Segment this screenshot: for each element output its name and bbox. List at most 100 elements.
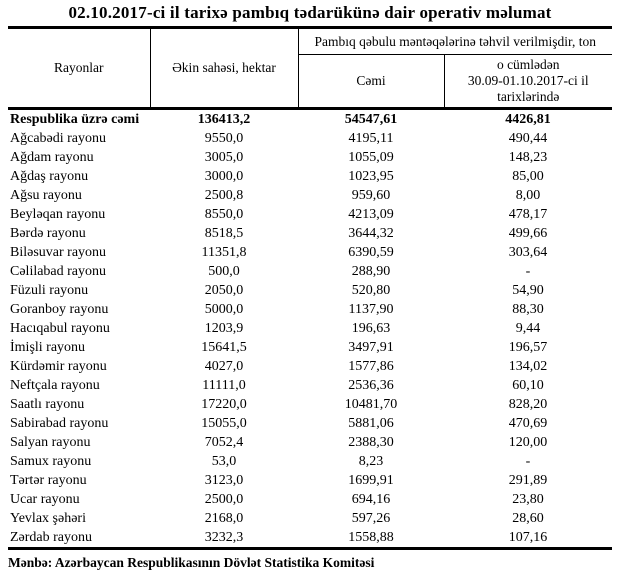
delivered-total-cell: 3644,32 [348, 226, 394, 241]
table-row: Beyləqan rayonu 8550,0 4213,09 478,17 [8, 205, 612, 224]
cotton-statistics-table: Rayonlar Əkin sahəsi, hektar Pambıq qəbu… [8, 26, 612, 550]
district-name-cell: Cəlilabad rayonu [10, 264, 107, 279]
table-row: Cəlilabad rayonu 500,0 288,90 - [8, 262, 612, 281]
sown-area-cell: 5000,0 [204, 302, 244, 317]
delivered-total-cell: 1137,90 [348, 302, 394, 317]
table-row: Goranboy rayonu 5000,0 1137,90 88,30 [8, 300, 612, 319]
district-name-cell: Bərdə rayonu [10, 226, 86, 241]
delivered-recent-cell: 28,60 [512, 511, 544, 526]
delivered-total-cell: 4195,11 [348, 131, 394, 146]
delivered-total-cell: 5881,06 [348, 416, 394, 431]
table-row: Sabirabad rayonu 15055,0 5881,06 470,69 [8, 414, 612, 433]
sown-area-cell: 8518,5 [204, 226, 244, 241]
delivered-total-cell: 2388,30 [348, 435, 394, 450]
district-name-cell: Füzuli rayonu [10, 283, 89, 298]
delivered-total-cell: 6390,59 [348, 245, 394, 260]
table-row: Tərtər rayonu 3123,0 1699,91 291,89 [8, 471, 612, 490]
delivered-total-cell: 1699,91 [348, 473, 394, 488]
delivered-total-cell: 8,23 [358, 454, 384, 469]
delivered-total-cell: 597,26 [351, 511, 391, 526]
delivered-recent-cell: 470,69 [508, 416, 548, 431]
sown-area-cell: 17220,0 [201, 397, 247, 412]
sown-area-cell: 11351,8 [201, 245, 247, 260]
district-name-cell: Ağdaş rayonu [10, 169, 89, 184]
table-row: Zərdab rayonu 3232,3 1558,88 107,16 [8, 528, 612, 549]
delivered-recent-cell: 291,89 [508, 473, 548, 488]
table-row: Ağdaş rayonu 3000,0 1023,95 85,00 [8, 167, 612, 186]
sown-area-cell: 3005,0 [204, 150, 244, 165]
sown-area-cell: 136413,2 [197, 112, 251, 127]
table-row: Biləsuvar rayonu 11351,8 6390,59 303,64 [8, 243, 612, 262]
district-name-cell: Ağdam rayonu [10, 150, 94, 165]
table-row: Neftçala rayonu 11111,0 2536,36 60,10 [8, 376, 612, 395]
delivered-recent-cell: 23,80 [512, 492, 544, 507]
delivered-recent-cell: 88,30 [512, 302, 544, 317]
sown-area-cell: 3123,0 [204, 473, 244, 488]
sown-area-cell: 4027,0 [204, 359, 244, 374]
delivered-recent-cell: 828,20 [508, 397, 548, 412]
district-name-cell: Ağsu rayonu [10, 188, 82, 203]
district-name-cell: Hacıqabul rayonu [10, 321, 110, 336]
delivered-total-cell: 3497,91 [348, 340, 394, 355]
sown-area-cell: 9550,0 [204, 131, 244, 146]
delivered-recent-cell: 196,57 [508, 340, 548, 355]
district-name-cell: Samux rayonu [10, 454, 92, 469]
delivered-recent-cell: 120,00 [508, 435, 548, 450]
table-row: İmişli rayonu 15641,5 3497,91 196,57 [8, 338, 612, 357]
district-name-cell: Sabirabad rayonu [10, 416, 109, 431]
sown-area-cell: 15055,0 [201, 416, 247, 431]
table-row: Ucar rayonu 2500,0 694,16 23,80 [8, 490, 612, 509]
district-name-cell: Goranboy rayonu [10, 302, 109, 317]
sown-area-cell: 3000,0 [204, 169, 244, 184]
delivered-recent-cell: 499,66 [508, 226, 548, 241]
column-header-ekin-sahesi: Əkin sahəsi, hektar [150, 27, 299, 109]
district-name-cell: Ucar rayonu [10, 492, 80, 507]
delivered-recent-cell: 85,00 [512, 169, 544, 184]
source-note: Mənbə: Azərbaycan Respublikasının Dövlət… [8, 555, 375, 570]
delivered-recent-cell: 148,23 [508, 150, 548, 165]
sown-area-cell: 53,0 [211, 454, 237, 469]
table-row: Samux rayonu 53,0 8,23 - [8, 452, 612, 471]
delivered-total-cell: 1055,09 [348, 150, 394, 165]
column-header-rayonlar: Rayonlar [8, 27, 151, 109]
district-name-cell: Salyan rayonu [10, 435, 91, 450]
delivered-total-cell: 959,60 [351, 188, 391, 203]
table-row: Kürdəmir rayonu 4027,0 1577,86 134,02 [8, 357, 612, 376]
delivered-total-cell: 288,90 [351, 264, 391, 279]
table-row: Ağdam rayonu 3005,0 1055,09 148,23 [8, 148, 612, 167]
table-row: Salyan rayonu 7052,4 2388,30 120,00 [8, 433, 612, 452]
district-name-cell: Tərtər rayonu [10, 473, 87, 488]
table-row: Füzuli rayonu 2050,0 520,80 54,90 [8, 281, 612, 300]
delivered-total-cell: 1558,88 [348, 530, 394, 545]
district-name-cell: İmişli rayonu [10, 340, 86, 355]
delivered-total-cell: 520,80 [351, 283, 391, 298]
delivered-recent-cell: - [525, 454, 531, 469]
delivered-total-cell: 1023,95 [348, 169, 394, 184]
delivered-recent-cell: - [525, 264, 531, 279]
delivered-recent-cell: 54,90 [512, 283, 544, 298]
district-name-cell: Saatlı rayonu [10, 397, 85, 412]
sown-area-cell: 3232,3 [204, 530, 244, 545]
district-name-cell: Beyləqan rayonu [10, 207, 106, 222]
delivered-total-cell: 10481,70 [344, 397, 398, 412]
column-header-o-cumleden: o cümlədən 30.09-01.10.2017-ci il tarixl… [467, 57, 589, 104]
table-row: Ağsu rayonu 2500,8 959,60 8,00 [8, 186, 612, 205]
table-body: Respublika üzrə cəmi 136413,2 54547,61 4426… [8, 109, 612, 549]
delivered-total-cell: 54547,61 [344, 112, 398, 127]
sown-area-cell: 11111,0 [202, 378, 246, 393]
delivered-recent-cell: 9,44 [515, 321, 541, 336]
district-name-cell: Kürdəmir rayonu [10, 359, 107, 374]
sown-area-cell: 8550,0 [204, 207, 244, 222]
sown-area-cell: 1203,9 [204, 321, 244, 336]
table-row: Respublika üzrə cəmi 136413,2 54547,61 4426… [8, 109, 612, 130]
sown-area-cell: 15641,5 [201, 340, 247, 355]
delivered-recent-cell: 8,00 [515, 188, 541, 203]
sown-area-cell: 2050,0 [204, 283, 244, 298]
delivered-recent-cell: 134,02 [508, 359, 548, 374]
district-name-cell: Zərdab rayonu [10, 530, 93, 545]
column-header-cemi: Cəmi [298, 54, 445, 109]
sown-area-cell: 2500,0 [204, 492, 244, 507]
delivered-total-cell: 2536,36 [348, 378, 394, 393]
table-header: Rayonlar Əkin sahəsi, hektar Pambıq qəbu… [8, 27, 612, 109]
